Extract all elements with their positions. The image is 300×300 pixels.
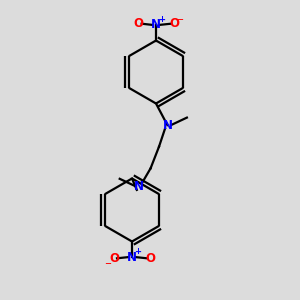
Text: −: − [104, 259, 112, 268]
Text: +: + [134, 247, 142, 256]
Text: −: − [176, 15, 184, 24]
Text: N: N [134, 180, 144, 193]
Text: O: O [134, 17, 144, 30]
Text: O: O [109, 252, 119, 265]
Text: N: N [151, 18, 161, 32]
Text: N: N [127, 250, 137, 264]
Text: +: + [158, 15, 166, 24]
Text: O: O [145, 252, 155, 265]
Text: O: O [169, 17, 179, 30]
Text: N: N [162, 118, 172, 132]
